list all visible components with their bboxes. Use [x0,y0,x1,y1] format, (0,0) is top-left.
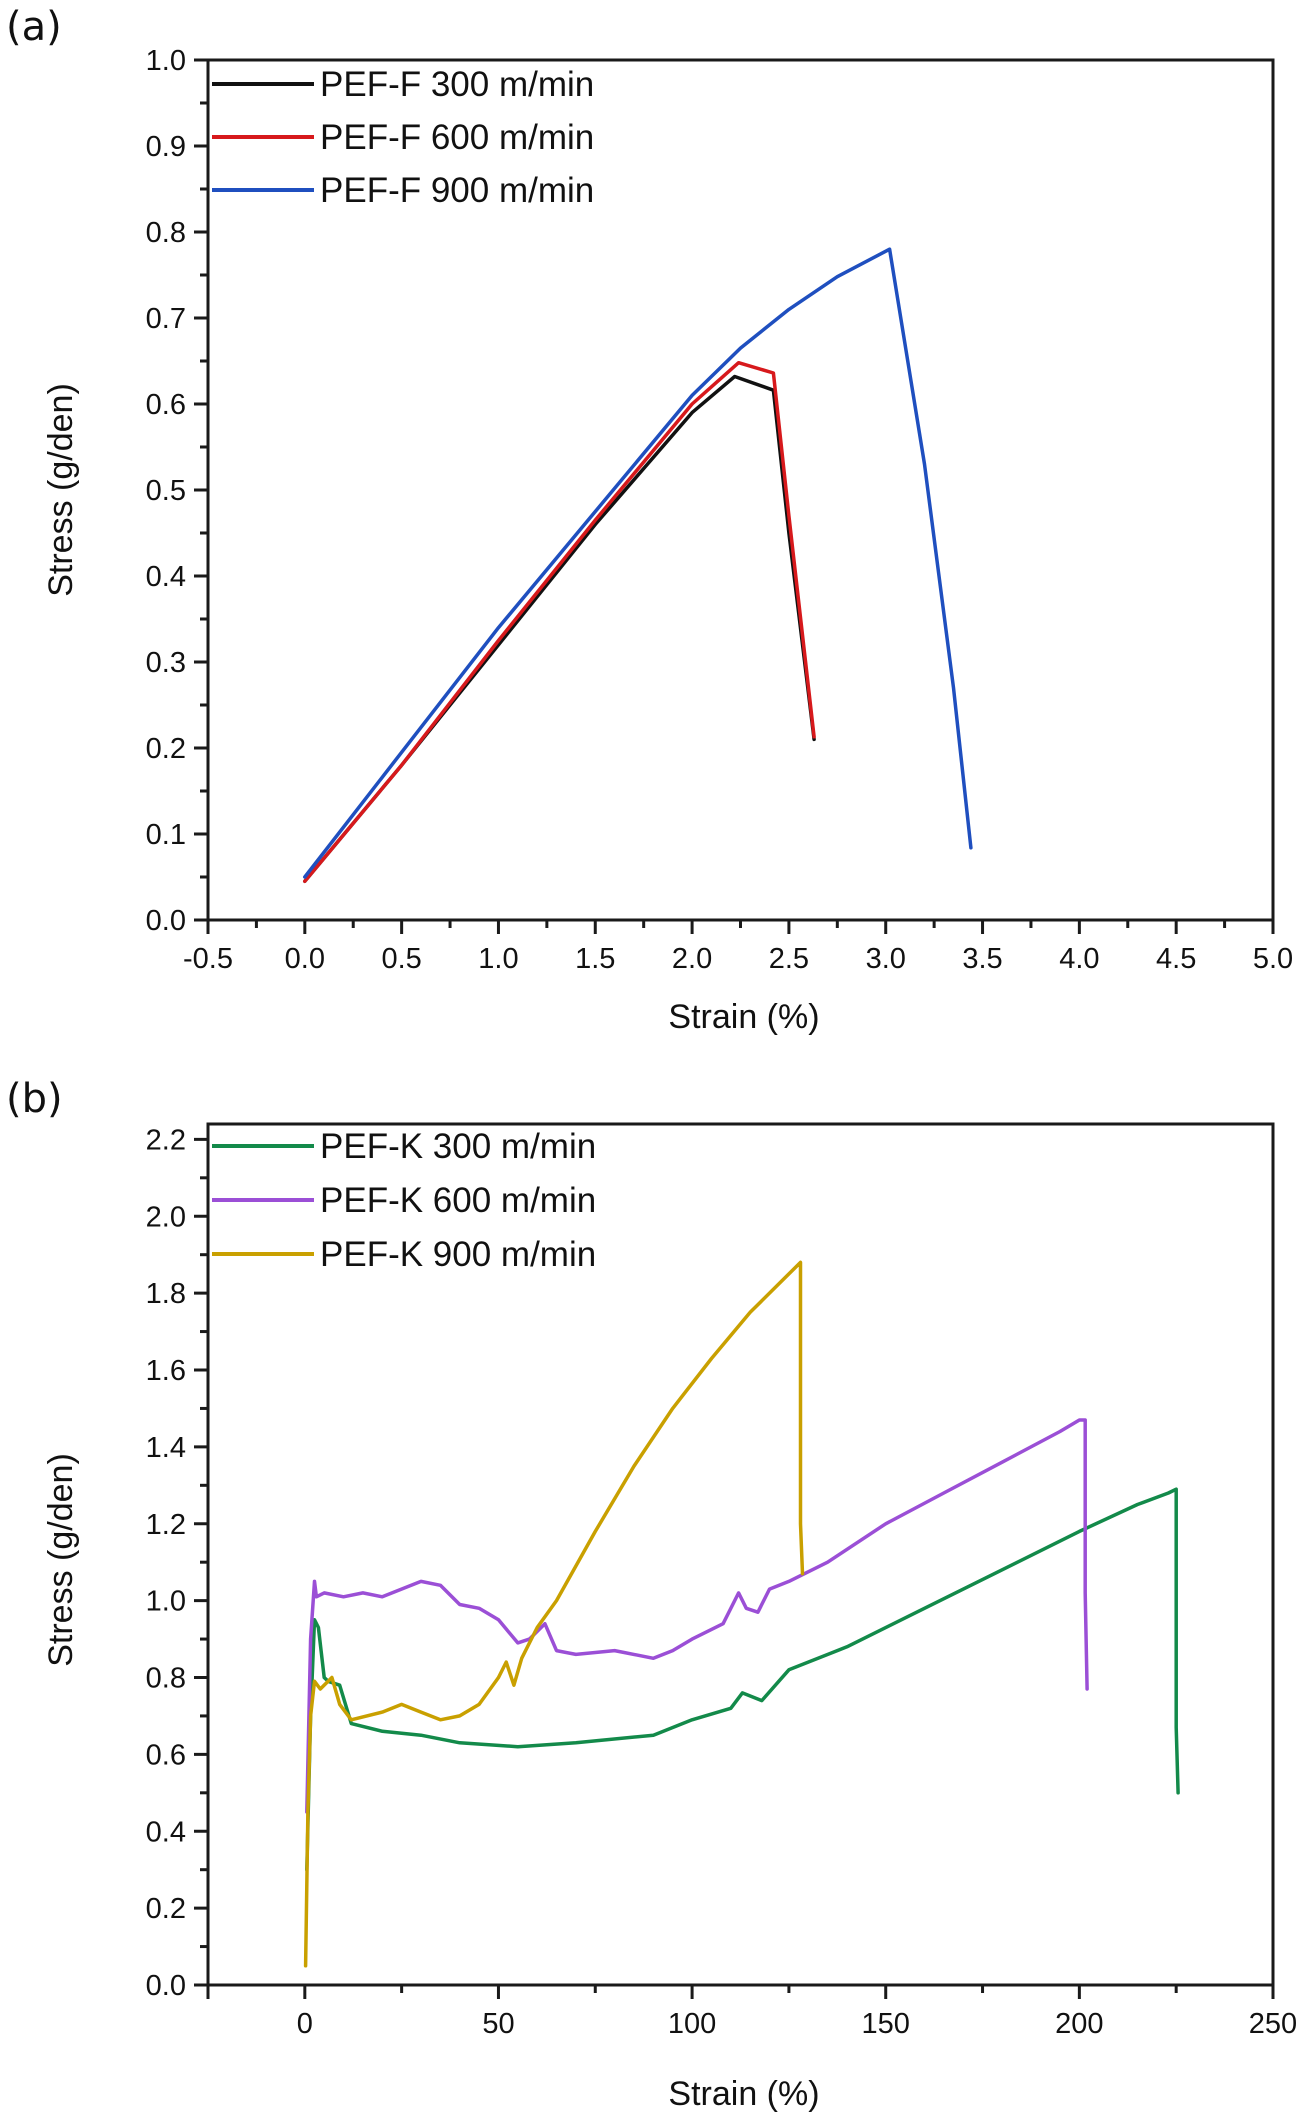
x-tick-label: 3.5 [962,943,1002,975]
x-tick-label: 4.5 [1156,943,1196,975]
y-tick-label: 0.6 [146,389,186,421]
y-tick-label: 0.9 [146,131,186,163]
y-tick-label: 0.6 [146,1739,186,1771]
series-line-pef-k-300-m-min [305,1487,1180,1872]
x-tick-label: 5.0 [1253,943,1293,975]
y-tick-label: 0.0 [146,1970,186,2002]
series-line-pef-f-300-m-min [303,374,816,884]
y-tick-label: 0.0 [146,905,186,937]
x-tick-label: 200 [1055,2008,1103,2040]
x-tick-label: 150 [862,2008,910,2040]
series-line-pef-k-900-m-min [303,1260,805,1968]
y-tick-label: 0.8 [146,217,186,249]
y-tick-label: 1.2 [146,1509,186,1541]
panel-b-series [303,1260,1180,1968]
y-tick-label: 0.5 [146,475,186,507]
x-tick-label: 4.0 [1059,943,1099,975]
panel-b: (b) 0 50 100 150 200 250 0.0 0.2 0.4 0.6 0.8 1.0 1.2… [6,1076,1297,2113]
x-tick-label: 0 [297,2008,313,2040]
panel-a-ticks: -0.5 0.0 0.5 1.0 1.5 2.0 2.5 3.0 3.5 4.0 4.5 5.0 0.0… [146,45,1293,975]
panel-a-y-axis-title: Stress (g/den) [42,383,80,597]
panel-b-legend: PEF-K 300 m/min PEF-K 600 m/min PEF-K 90… [212,1127,596,1274]
x-tick-label: -0.5 [183,943,233,975]
x-tick-label: 100 [668,2008,716,2040]
panel-b-frame [206,1122,1275,1987]
y-tick-label: 2.2 [146,1124,186,1156]
panel-a-series [303,247,973,884]
y-tick-label: 0.4 [146,1816,186,1848]
x-tick-label: 2.5 [769,943,809,975]
legend-label: PEF-K 900 m/min [320,1235,596,1274]
legend-item: PEF-F 300 m/min [212,65,594,104]
series-line-pef-f-900-m-min [303,247,973,879]
x-tick-label: 1.0 [478,943,518,975]
legend-label: PEF-K 300 m/min [320,1127,596,1166]
y-tick-label: 1.6 [146,1355,186,1387]
x-tick-label: 50 [482,2008,514,2040]
panel-a-frame [206,58,1275,922]
y-tick-label: 2.0 [146,1201,186,1233]
panel-a-label: (a) [6,4,62,50]
x-tick-label: 1.5 [575,943,615,975]
x-tick-label: 0.0 [285,943,325,975]
legend-label: PEF-K 600 m/min [320,1181,596,1220]
x-tick-label: 0.5 [381,943,421,975]
legend-item: PEF-K 900 m/min [212,1235,596,1274]
y-tick-label: 0.8 [146,1663,186,1695]
y-tick-label: 1.0 [146,45,186,77]
x-tick-label: 3.0 [866,943,906,975]
y-tick-label: 0.2 [146,733,186,765]
panel-a: (a) -0.5 0.0 0.5 1.0 1.5 2.0 2.5 3.0 3.5 4.0 4.5 5.… [6,4,1293,1036]
series-line-pef-f-600-m-min [303,360,816,884]
y-tick-label: 0.2 [146,1893,186,1925]
panel-a-legend: PEF-F 300 m/min PEF-F 600 m/min PEF-F 90… [212,65,594,210]
x-tick-label: 2.0 [672,943,712,975]
legend-label: PEF-F 900 m/min [320,171,594,210]
series-line-pef-k-600-m-min [305,1418,1089,1814]
y-tick-label: 0.4 [146,561,186,593]
panel-a-x-axis-title: Strain (%) [668,998,819,1036]
y-tick-label: 0.7 [146,303,186,335]
y-tick-label: 0.3 [146,647,186,679]
panel-b-x-axis-title: Strain (%) [668,2075,819,2113]
legend-item: PEF-K 600 m/min [212,1181,596,1220]
y-tick-label: 1.4 [146,1432,186,1464]
y-tick-label: 1.0 [146,1586,186,1618]
legend-item: PEF-F 600 m/min [212,118,594,157]
panel-b-label: (b) [6,1076,63,1122]
legend-item: PEF-F 900 m/min [212,171,594,210]
y-tick-label: 0.1 [146,819,186,851]
x-tick-label: 250 [1249,2008,1297,2040]
panel-b-y-axis-title: Stress (g/den) [42,1453,80,1667]
legend-label: PEF-F 300 m/min [320,65,594,104]
panel-b-ticks: 0 50 100 150 200 250 0.0 0.2 0.4 0.6 0.8 1.0 1.2 1.4 1… [146,1124,1298,2040]
legend-label: PEF-F 600 m/min [320,118,594,157]
y-tick-label: 1.8 [146,1278,186,1310]
legend-item: PEF-K 300 m/min [212,1127,596,1166]
